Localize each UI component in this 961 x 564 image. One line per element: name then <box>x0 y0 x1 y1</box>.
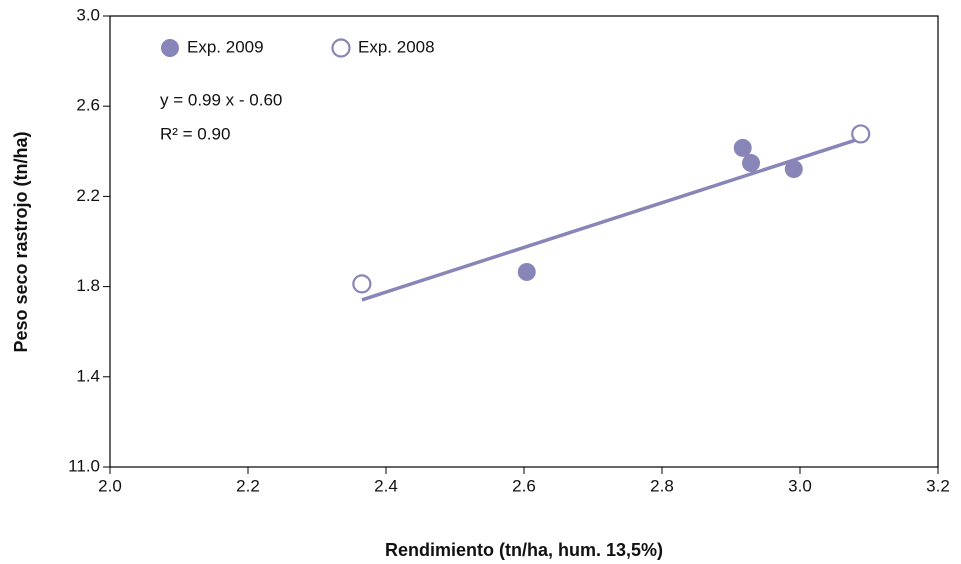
legend-marker <box>161 39 179 57</box>
legend-label: Exp. 2008 <box>358 37 435 56</box>
x-tick-label: 2.2 <box>236 476 260 495</box>
y-tick-label: 2.2 <box>76 186 100 205</box>
y-tick-label: 1.4 <box>76 366 100 385</box>
point <box>352 274 372 294</box>
point <box>784 160 803 179</box>
legend-label: Exp. 2009 <box>187 37 264 56</box>
y-axis-label: Peso seco rastrojo (tn/ha) <box>11 131 31 352</box>
x-tick-label: 3.2 <box>926 476 950 495</box>
y-tick-label: 2.6 <box>76 96 100 115</box>
x-tick-label: 2.4 <box>374 476 398 495</box>
trendline <box>361 136 862 302</box>
x-tick-label: 2.6 <box>512 476 536 495</box>
y-tick-label: 3.0 <box>76 5 100 24</box>
equation: y = 0.99 x - 0.60 <box>160 90 282 109</box>
y-tick-label: 1.8 <box>76 276 100 295</box>
plot-frame <box>109 15 939 468</box>
point <box>517 262 536 281</box>
x-tick-label: 2.8 <box>650 476 674 495</box>
x-axis-label: Rendimiento (tn/ha, hum. 13,5%) <box>385 540 663 560</box>
r-squared: R² = 0.90 <box>160 124 230 143</box>
point <box>742 154 761 173</box>
x-tick-label: 3.0 <box>788 476 812 495</box>
x-tick-label: 2.0 <box>98 476 122 495</box>
y-tick-label: 11.0 <box>68 456 100 475</box>
legend-marker <box>331 38 351 58</box>
point <box>733 138 752 157</box>
point <box>851 124 871 144</box>
